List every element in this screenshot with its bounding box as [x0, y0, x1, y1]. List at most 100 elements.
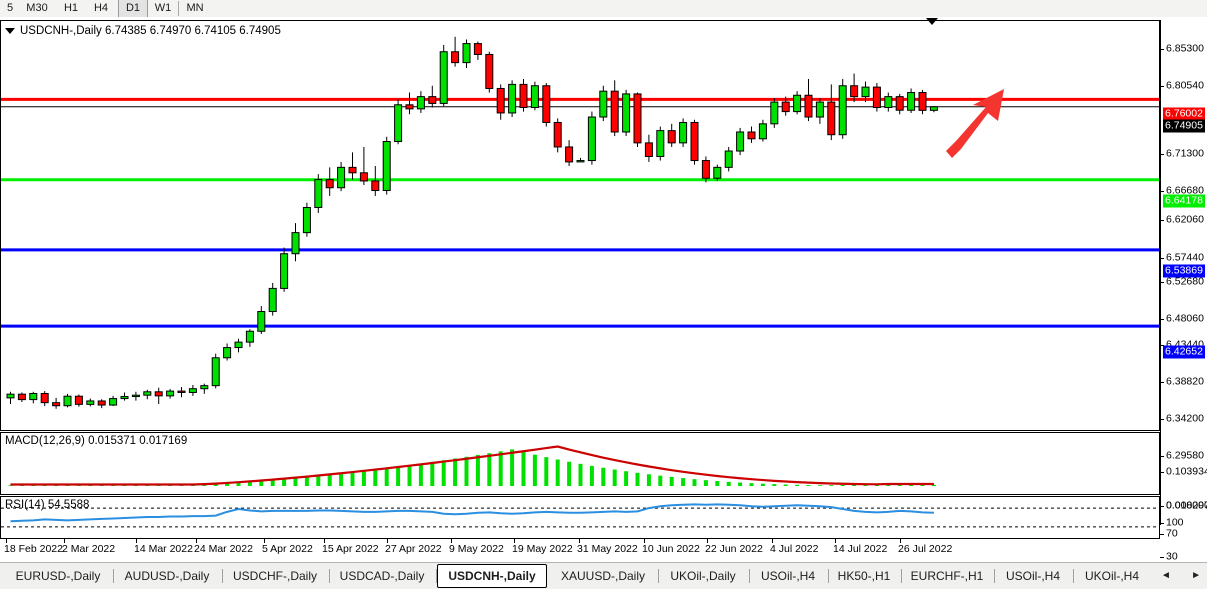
- candle-body: [736, 131, 745, 152]
- candle-body: [815, 101, 824, 118]
- macd-indicator-pane[interactable]: MACD(12,26,9) 0.015371 0.017169: [0, 432, 1160, 495]
- symbol-tab-ukoil[interactable]: UKOil-,Daily: [670, 569, 736, 583]
- price-axis-label: 6.71300: [1166, 147, 1204, 160]
- axis-tick: [1160, 382, 1164, 383]
- price-level-badge: 6.64178: [1163, 194, 1205, 208]
- tab-scroll-nav[interactable]: ◄ ►: [1161, 568, 1201, 584]
- symbol-tab-usoil[interactable]: USOil-,H4: [760, 569, 815, 583]
- macd-histogram-bar: [133, 485, 138, 486]
- collapse-caret-icon[interactable]: [5, 28, 15, 34]
- macd-histogram-bar: [806, 485, 811, 486]
- symbol-tab-usdchf[interactable]: USDCHF-,Daily: [233, 569, 317, 583]
- candle-body: [109, 398, 118, 406]
- timeframe-h1[interactable]: H1: [63, 2, 79, 14]
- candle-body: [154, 391, 163, 397]
- candle-body: [895, 96, 904, 111]
- axis-tick: [1160, 345, 1164, 346]
- time-axis-label: 26 Jul 2022: [898, 543, 953, 555]
- candle-body: [587, 116, 596, 162]
- candle-body: [758, 123, 767, 140]
- time-tick: [451, 539, 452, 543]
- symbol-tab-ukoil[interactable]: UKOil-,H4: [1084, 569, 1139, 583]
- axis-tick: [1160, 419, 1164, 420]
- macd-histogram-bar: [510, 449, 515, 486]
- symbol-tab-usdcad[interactable]: USDCAD-,Daily: [339, 569, 425, 583]
- candle-body: [929, 106, 938, 111]
- tab-scroll-left-icon[interactable]: ◄: [1161, 570, 1171, 581]
- candle-body: [359, 172, 368, 182]
- symbol-tab-audusd[interactable]: AUDUSD-,Daily: [124, 569, 210, 583]
- timeframe-mn[interactable]: MN: [186, 2, 204, 14]
- axis-tick: [1160, 506, 1164, 507]
- price-axis-label: 70: [1166, 527, 1178, 540]
- candle-body: [644, 142, 653, 157]
- candle-body: [291, 232, 300, 255]
- rsi-indicator-pane[interactable]: RSI(14) 54.5588: [0, 496, 1160, 539]
- symbol-tab-xauusd[interactable]: XAUUSD-,Daily: [560, 569, 645, 583]
- rsi-label: RSI(14) 54.5588: [5, 499, 90, 511]
- price-chart-pane[interactable]: USDCNH-,Daily 6.74385 6.74970 6.74105 6.…: [0, 20, 1160, 431]
- macd-histogram-bar: [282, 479, 287, 486]
- candle-body: [97, 400, 106, 406]
- time-axis-label: 10 Jun 2022: [642, 543, 700, 555]
- tab-scroll-right-icon[interactable]: ►: [1191, 570, 1201, 581]
- timeframe-5[interactable]: 5: [6, 2, 14, 14]
- macd-histogram-bar: [168, 485, 173, 486]
- macd-histogram-bar: [703, 480, 708, 486]
- tab-separator: [901, 569, 902, 583]
- macd-histogram-bar: [681, 478, 686, 486]
- price-axis[interactable]: 6.85300 6.80540 6.76002 6.74905 6.71300 6.666…: [1160, 20, 1207, 573]
- candle-body: [781, 101, 790, 113]
- macd-histogram-bar: [259, 481, 264, 486]
- macd-histogram-bar: [601, 467, 606, 486]
- macd-histogram-bar: [829, 485, 834, 486]
- tab-separator: [113, 569, 114, 583]
- candle-body: [245, 330, 254, 343]
- candle-body: [633, 93, 642, 144]
- symbol-tab-hk50[interactable]: HK50-,H1: [837, 569, 891, 583]
- time-tick: [579, 539, 580, 543]
- macd-histogram-bar: [749, 483, 754, 486]
- macd-histogram-bar: [726, 481, 731, 486]
- symbol-tab-eurchf[interactable]: EURCHF-,H1: [910, 569, 984, 583]
- candle-body: [337, 166, 346, 189]
- macd-histogram-bar: [156, 485, 161, 486]
- candle-body: [553, 121, 562, 148]
- candle-body: [850, 85, 859, 98]
- macd-histogram-bar: [544, 457, 549, 486]
- macd-histogram-bar: [635, 472, 640, 486]
- symbol-tab-eurusd[interactable]: EURUSD-,Daily: [15, 569, 101, 583]
- price-level-badge: 6.76002: [1163, 107, 1205, 121]
- candle-body: [679, 121, 688, 144]
- macd-histogram-bar: [886, 484, 891, 486]
- candle-body: [747, 131, 756, 140]
- candle-body: [211, 357, 220, 387]
- timeframe-m30[interactable]: M30: [26, 2, 48, 14]
- axis-divider: [1160, 20, 1161, 525]
- macd-histogram-bar: [612, 469, 617, 486]
- timeframe-w1[interactable]: W1: [154, 2, 172, 14]
- symbol-tab-usoil[interactable]: USOil-,H4: [1005, 569, 1060, 583]
- candle-body: [52, 402, 61, 407]
- candle-body: [872, 86, 881, 109]
- time-tick: [196, 539, 197, 543]
- symbol-tab-bar: EURUSD-,Daily AUDUSD-,Daily USDCHF-,Daily U…: [0, 562, 1207, 589]
- macd-histogram-bar: [122, 485, 127, 486]
- time-tick: [64, 539, 65, 543]
- macd-histogram-bar: [350, 472, 355, 486]
- time-tick: [136, 539, 137, 543]
- time-axis-label: 2 Mar 2022: [62, 543, 116, 555]
- macd-histogram-bar: [453, 458, 458, 486]
- axis-tick: [1160, 86, 1164, 87]
- timeframe-h4[interactable]: H4: [93, 2, 109, 14]
- macd-histogram-bar: [521, 452, 526, 486]
- axis-tick: [1160, 472, 1164, 473]
- candle-body: [74, 395, 83, 405]
- candle-body: [804, 94, 813, 118]
- macd-histogram-bar: [624, 471, 629, 486]
- price-axis-label: 6.34200: [1166, 412, 1204, 425]
- timeframe-d1[interactable]: D1: [118, 0, 148, 17]
- symbol-ohlc-text: USDCNH-,Daily 6.74385 6.74970 6.74105 6.…: [20, 25, 281, 37]
- chart-position-marker-icon: [926, 18, 938, 25]
- symbol-tab-usdcnh[interactable]: USDCNH-,Daily: [437, 564, 547, 588]
